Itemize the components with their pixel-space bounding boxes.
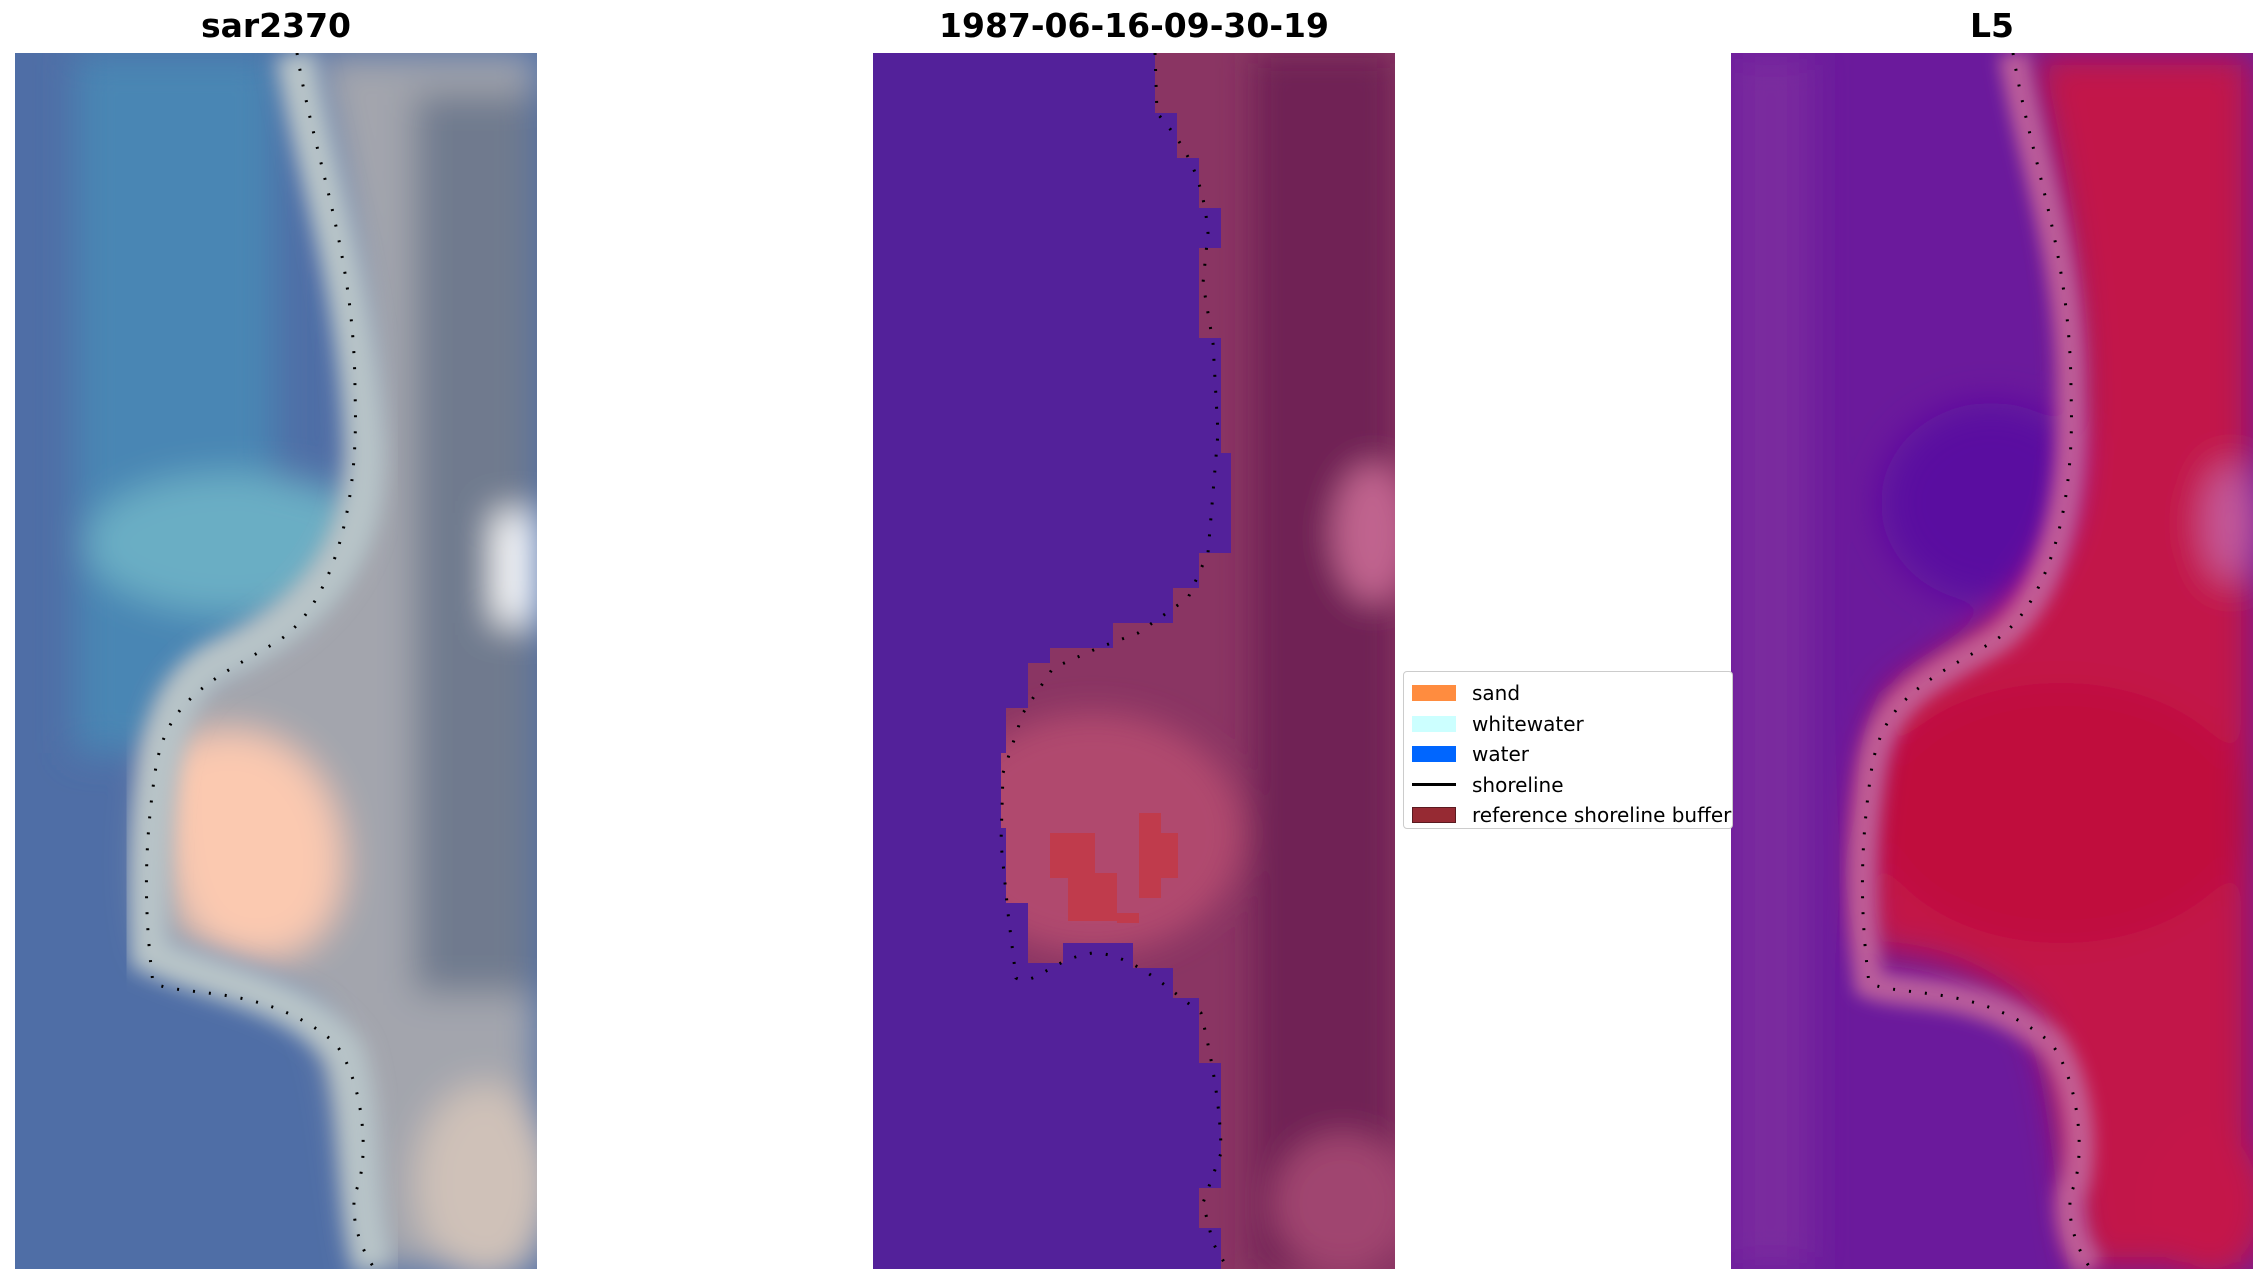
water-swatch [1412,746,1456,763]
panel-title-classification: 1987-06-16-09-30-19 [939,6,1329,45]
rgb-image [15,53,537,1269]
legend-label-water: water [1472,742,1529,767]
whitewater-swatch [1412,715,1456,732]
class-water-region [873,53,1231,1269]
rgb-light-shore [415,1083,537,1269]
legend-label-shoreline: shoreline [1472,772,1564,797]
classification-panel [873,53,1395,1269]
classification-image [873,53,1395,1269]
legend-label-whitewater: whitewater [1472,711,1584,736]
legend-item-sand: sand [1412,678,1732,709]
sand-swatch [1412,685,1456,702]
class-land-pink-2 [1333,463,1395,603]
legend-item-reference-buffer: reference shoreline buffer [1412,800,1732,828]
shoreline-line-swatch [1412,783,1456,787]
class-land-pink-3 [1273,1133,1395,1269]
ndwi-transition-band [1847,53,2104,1269]
ndwi-land-lower [2151,1123,2253,1269]
rgb-image-panel [15,53,537,1269]
ndwi-land [1860,53,2253,1269]
ndwi-water-edge [1731,53,1811,1269]
legend-label-sand: sand [1472,681,1521,706]
rgb-bright-spot [495,513,537,623]
panel-title-ndwi: L5 [1970,6,2014,45]
legend-label-reference-buffer: reference shoreline buffer [1472,803,1732,828]
legend: sand whitewater water shoreline referenc… [1403,671,1733,829]
legend-item-shoreline: shoreline [1412,770,1732,801]
rgb-shore-foam [129,53,395,1269]
reference-buffer-swatch [1412,807,1456,824]
ndwi-pink-spot [2203,463,2253,583]
panel-title-rgb: sar2370 [200,6,352,45]
ndwi-image [1731,53,2253,1269]
class-sand-buffer [1050,813,1178,923]
rgb-sand-lobe [163,730,343,959]
ndwi-panel [1731,53,2253,1269]
legend-item-water: water [1412,739,1732,770]
ndwi-land-core [1871,683,2251,943]
legend-item-whitewater: whitewater [1412,709,1732,740]
class-land-dark [1253,53,1395,1269]
